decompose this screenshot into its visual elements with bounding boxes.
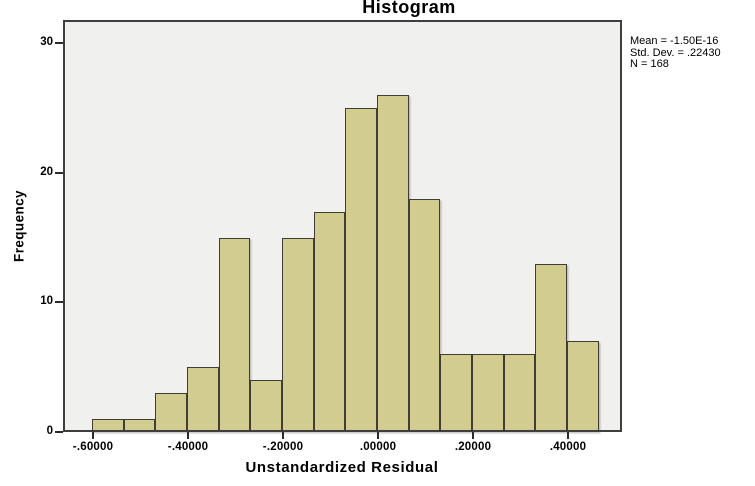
histogram-bar (535, 263, 567, 432)
y-axis-title: Frequency (11, 190, 27, 262)
x-tick-label: .40000 (549, 441, 587, 453)
x-tick-mark (187, 432, 189, 439)
x-tick-mark (472, 432, 474, 439)
x-tick-label: -.20000 (262, 441, 304, 453)
histogram-bar (408, 198, 441, 432)
y-tick-mark (55, 301, 63, 304)
plot-area: 0 10 20 30 -.60000 -.40000 -.20000 .00000 .2000… (40, 20, 622, 453)
histogram-bar (218, 237, 251, 432)
y-axis-ticks: 0 10 20 30 (40, 20, 622, 437)
histogram-bar (187, 367, 219, 432)
x-tick-label: .20000 (454, 441, 492, 453)
bars-layer (63, 20, 622, 432)
x-tick-label: -.60000 (72, 441, 114, 453)
x-tick-mark (567, 432, 569, 439)
y-tick-mark (55, 431, 63, 433)
y-tick-label: 20 (40, 165, 53, 178)
histogram-bar (282, 237, 314, 432)
y-tick-mark (55, 42, 63, 45)
stats-legend: Mean = -1.50E-16 Std. Dev. = .22430 N = … (630, 35, 721, 71)
y-tick-label: 30 (40, 36, 53, 49)
histogram-bar (313, 211, 346, 432)
x-axis-ticks: -.60000 -.40000 -.20000 .00000 .20000 .40000 (63, 20, 622, 453)
stat-n: N = 168 (630, 58, 669, 70)
histogram-bar (440, 354, 472, 432)
x-tick-label: -.40000 (167, 441, 209, 453)
histogram-bar (345, 108, 377, 432)
histogram-bar (472, 354, 504, 432)
histogram-bar (567, 341, 599, 432)
x-axis-title: Unstandardized Residual (245, 459, 439, 476)
y-tick-mark (55, 171, 63, 174)
x-tick-mark (282, 432, 284, 439)
histogram-bar (503, 354, 536, 432)
histogram-bar (377, 95, 409, 432)
y-tick-label: 0 (46, 425, 53, 437)
x-tick-mark (377, 432, 379, 439)
chart-title: Histogram (362, 0, 456, 17)
y-tick-label: 10 (40, 295, 53, 308)
stat-mean: Mean = -1.50E-16 (630, 35, 719, 47)
x-tick-mark (92, 432, 94, 439)
x-tick-label: .00000 (359, 441, 397, 453)
stat-std-dev: Std. Dev. = .22430 (630, 46, 721, 59)
